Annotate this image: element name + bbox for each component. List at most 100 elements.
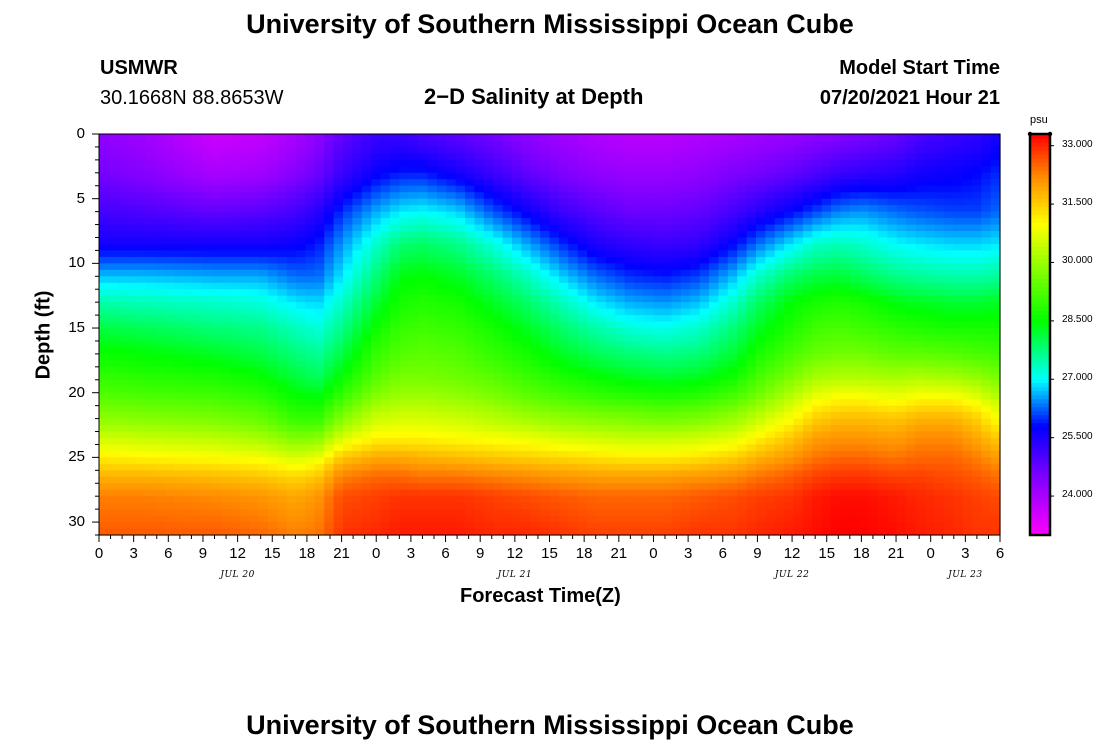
heatmap-cell [399,444,410,452]
heatmap-cell [343,437,354,446]
heatmap-cell [605,308,616,316]
heatmap-cell [774,334,785,342]
heatmap-cell [709,276,720,284]
heatmap-cell [887,340,898,349]
heatmap-cell [108,179,119,187]
heatmap-cell [812,198,823,206]
heatmap-cell [727,418,738,426]
heatmap-cell [324,308,335,316]
heatmap-cell [690,140,701,148]
heatmap-cell [436,457,447,465]
heatmap-cell [915,444,926,452]
heatmap-cell [145,179,156,187]
heatmap-cell [755,243,766,252]
heatmap-cell [596,444,607,452]
heatmap-cell [596,315,607,323]
heatmap-cell [277,302,288,310]
heatmap-cell [418,295,429,303]
heatmap-cell [605,218,616,226]
heatmap-cell [249,153,260,161]
heatmap-cell [596,256,607,264]
heatmap-cell [493,243,504,252]
heatmap-cell [296,205,307,213]
heatmap-cell [399,289,410,297]
heatmap-cell [483,399,494,407]
heatmap-cell [436,192,447,200]
heatmap-cell [821,405,832,413]
heatmap-cell [136,289,147,297]
heatmap-cell [324,237,335,245]
heatmap-cell [849,153,860,161]
heatmap-cell [305,315,316,323]
heatmap-cell [784,379,795,387]
heatmap-cell [840,308,851,316]
heatmap-cell [446,444,457,452]
heatmap-cell [784,211,795,219]
heatmap-cell [718,140,729,148]
heatmap-cell [962,399,973,407]
heatmap-cell [840,295,851,303]
heatmap-cell [915,347,926,355]
heatmap-cell [211,289,222,297]
heatmap-cell [465,340,476,349]
heatmap-cell [127,198,138,206]
heatmap-cell [521,269,532,277]
heatmap-cell [371,321,382,329]
heatmap-cell [446,185,457,193]
heatmap-cell [821,269,832,277]
heatmap-cell [943,366,954,374]
heatmap-cell [924,321,935,329]
heatmap-cell [296,166,307,174]
heatmap-cell [258,386,269,394]
heatmap-cell [436,308,447,316]
heatmap-cell [981,263,992,271]
heatmap-cell [587,302,598,310]
heatmap-cell [737,463,748,471]
heatmap-cell [408,373,419,381]
heatmap-cell [887,353,898,361]
heatmap-cell [840,263,851,271]
heatmap-cell [202,366,213,374]
heatmap-cell [230,205,241,213]
heatmap-cell [596,463,607,471]
heatmap-cell [633,140,644,148]
heatmap-cell [877,457,888,465]
heatmap-cell [418,140,429,148]
heatmap-cell [596,386,607,394]
heatmap-cell [511,153,522,161]
heatmap-cell [277,437,288,446]
heatmap-cell [418,340,429,349]
heatmap-cell [624,334,635,342]
heatmap-cell [192,431,203,439]
heatmap-cell [755,179,766,187]
heatmap-cell [511,444,522,452]
heatmap-cell [924,179,935,187]
heatmap-cell [943,353,954,361]
heatmap-cell [812,360,823,368]
heatmap-cell [117,159,128,167]
heatmap-cell [521,289,532,297]
heatmap-cell [727,340,738,349]
heatmap-cell [427,379,438,387]
heatmap-cell [896,405,907,413]
heatmap-cell [493,444,504,452]
heatmap-cell [643,134,654,142]
heatmap-cell [896,450,907,458]
heatmap-cell [361,321,372,329]
heatmap-cell [718,224,729,232]
heatmap-cell [145,224,156,232]
heatmap-cell [971,146,982,155]
heatmap-cell [511,302,522,310]
heatmap-cell [821,276,832,284]
heatmap-cell [117,418,128,426]
heatmap-cell [737,425,748,433]
heatmap-cell [802,159,813,167]
heatmap-cell [446,437,457,446]
heatmap-cell [446,269,457,277]
heatmap-cell [502,218,513,226]
heatmap-cell [258,218,269,226]
heatmap-cell [953,146,964,155]
heatmap-cell [183,205,194,213]
heatmap-cell [784,450,795,458]
heatmap-cell [258,334,269,342]
